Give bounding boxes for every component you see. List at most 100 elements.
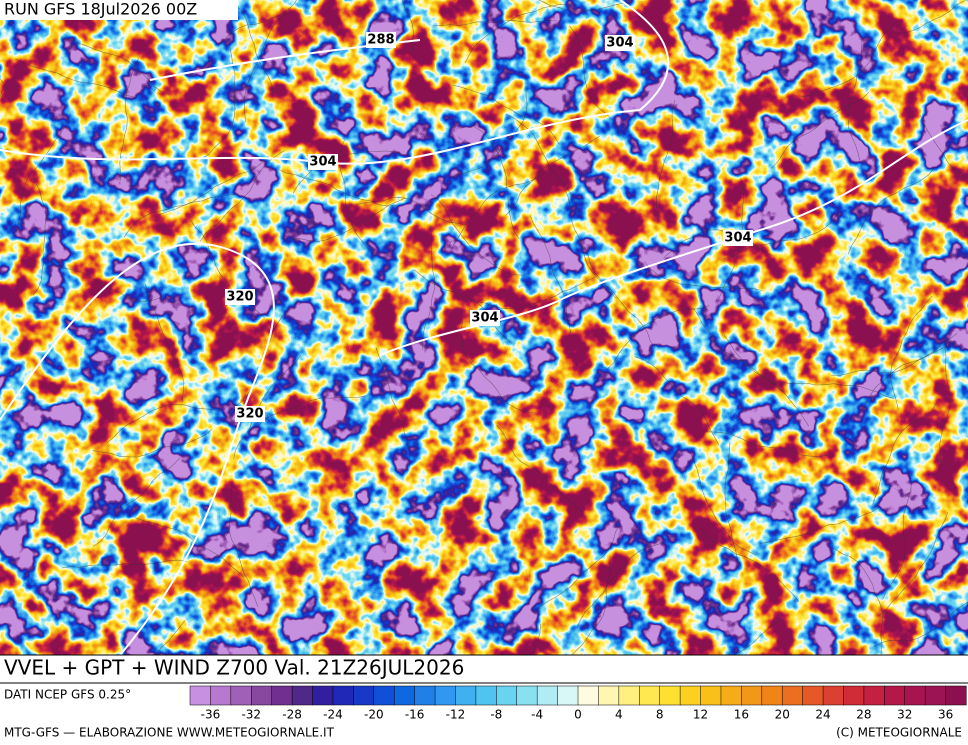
colorbar-tick-label: -20 (364, 708, 384, 722)
colorbar-tick-label: 24 (815, 708, 830, 722)
streamline (705, 431, 828, 457)
streamline (834, 548, 884, 655)
contour-label: 320 (226, 290, 253, 305)
streamline (233, 355, 301, 460)
streamline (537, 0, 631, 12)
contour-line (0, 242, 275, 655)
colorbar-tick-label: -12 (446, 708, 466, 722)
streamline (93, 457, 181, 547)
colorbar-swatch (679, 685, 702, 706)
streamline (583, 246, 656, 349)
streamline (505, 135, 600, 216)
streamline (506, 114, 580, 214)
colorbar-swatch (230, 685, 252, 706)
streamline (644, 261, 763, 291)
colorbar-tick-label: -4 (531, 708, 543, 722)
colorbar-swatch (332, 685, 354, 706)
colorbar-swatch (741, 685, 763, 706)
streamline (576, 542, 664, 629)
streamline (375, 347, 410, 468)
colorbar-tick-label: -28 (282, 708, 302, 722)
streamline (759, 506, 880, 544)
caption: VVEL + GPT + WIND Z700 Val. 21Z26JUL2026 (4, 656, 464, 680)
colorbar-swatch (475, 685, 497, 706)
streamline (422, 225, 436, 351)
streamline (454, 86, 528, 176)
label-box (225, 289, 255, 305)
colorbar-tick-label: 28 (856, 708, 871, 722)
colorbar-tick-label: 32 (897, 708, 912, 722)
colorbar-swatch (516, 685, 538, 706)
colorbar: -36 -32 -28 -24 -20 -16 -12 -8 -4 0 4 8 12 16 20 24 28 32… (189, 685, 967, 722)
streamline (930, 635, 947, 655)
streamline (663, 229, 774, 259)
label-box (308, 154, 338, 170)
label-box (235, 406, 265, 422)
colorbar-tick-label: -36 (201, 708, 221, 722)
colorbar-tick-label: 4 (615, 708, 623, 722)
streamline (413, 269, 513, 344)
streamline (199, 150, 285, 242)
colorbar-swatch (659, 685, 681, 706)
colorbar-swatch (496, 685, 518, 706)
colorbar-tick-label: 16 (734, 708, 749, 722)
streamline (278, 169, 398, 207)
contour-labels: 288 304 304 304 320 304 320 (225, 32, 753, 422)
streamline (452, 170, 548, 246)
colorbar-swatch (312, 685, 334, 706)
streamline (529, 215, 571, 334)
streamline (92, 429, 212, 458)
streamline (861, 333, 958, 411)
contour-label: 288 (367, 33, 394, 48)
label-box (605, 35, 635, 51)
streamline (47, 259, 163, 302)
colorbar-swatch (904, 685, 926, 706)
streamline (496, 424, 583, 514)
streamline (533, 524, 621, 613)
streamline (244, 10, 292, 123)
streamline (144, 283, 185, 402)
streamline (232, 0, 274, 95)
colorbar-swatch (884, 685, 906, 706)
colorbar-swatch (761, 685, 783, 706)
colorbar-swatch (455, 685, 477, 706)
colorbar-tick-label: -24 (323, 708, 343, 722)
colorbar-tick-label: -32 (241, 708, 261, 722)
streamline (60, 36, 170, 96)
colorbar-tick-label: -8 (490, 708, 502, 722)
colorbar-swatch (598, 685, 620, 706)
streamline (771, 91, 870, 169)
streamline (771, 381, 895, 399)
streamline (217, 0, 297, 46)
colorbar-tick-label: 36 (938, 708, 953, 722)
colorbar-swatch (781, 685, 804, 706)
colorbar-swatch (291, 685, 314, 706)
contour-label: 304 (606, 36, 633, 51)
label-box (366, 32, 396, 48)
contour-label: 304 (724, 231, 751, 246)
vvel-field (0, 0, 968, 655)
streamline (919, 115, 968, 184)
streamline (847, 167, 935, 255)
streamline (158, 155, 269, 215)
label-box (723, 230, 753, 246)
streamline (656, 100, 676, 224)
colorbar-tick-label: 20 (775, 708, 790, 722)
streamline (293, 150, 404, 194)
streamline (569, 25, 622, 136)
streamline (106, 403, 221, 444)
colorbar-tick-label: 0 (574, 708, 582, 722)
run-label: RUN GFS 18Jul2026 00Z (4, 0, 197, 19)
streamline (460, 321, 533, 413)
streamline (16, 119, 70, 231)
streamline (872, 402, 937, 506)
label-box (470, 310, 500, 326)
colorbar-tick-label: -16 (405, 708, 425, 722)
contour-label: 320 (236, 407, 263, 422)
streamline (890, 295, 933, 409)
contour-label: 304 (471, 311, 498, 326)
colorbar-swatch (577, 685, 599, 706)
streamline (901, 0, 967, 34)
